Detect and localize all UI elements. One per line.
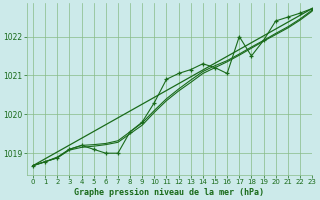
X-axis label: Graphe pression niveau de la mer (hPa): Graphe pression niveau de la mer (hPa) (75, 188, 265, 197)
